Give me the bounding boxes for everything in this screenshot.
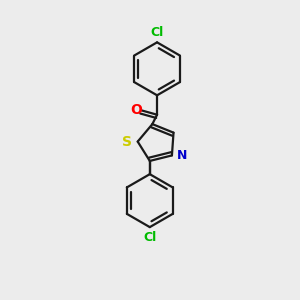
Text: N: N (177, 149, 188, 162)
Text: Cl: Cl (150, 26, 164, 39)
Text: Cl: Cl (143, 231, 156, 244)
Text: S: S (122, 135, 132, 148)
Text: O: O (130, 103, 142, 117)
